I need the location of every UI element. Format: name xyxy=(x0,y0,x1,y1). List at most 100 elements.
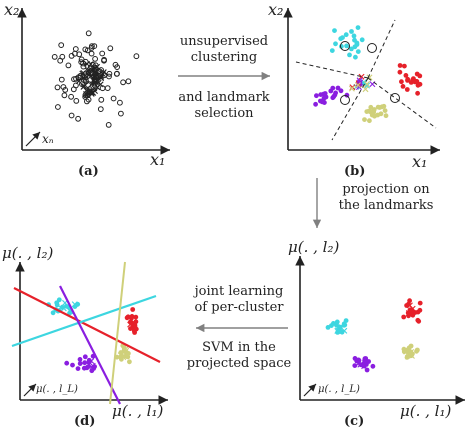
point-marker xyxy=(82,77,89,83)
cross-marker xyxy=(348,85,355,92)
cross-marker xyxy=(361,363,368,370)
point-marker xyxy=(411,76,416,81)
arrow-top-caption-upper: unsupervised clustering xyxy=(176,34,272,67)
point-marker xyxy=(417,81,423,87)
point-marker xyxy=(61,92,68,99)
panel-a-axes xyxy=(17,8,170,155)
point-marker xyxy=(130,307,136,312)
point-marker xyxy=(110,95,117,102)
cross-marker xyxy=(88,358,95,365)
cross-marker xyxy=(127,321,134,328)
point-marker xyxy=(107,45,114,52)
point-marker xyxy=(72,50,78,57)
point-marker xyxy=(88,50,95,57)
point-marker xyxy=(329,48,335,53)
point-marker xyxy=(397,63,403,68)
arrow-right-line2: the landmarks xyxy=(338,198,434,214)
panel-d-axes xyxy=(15,262,168,405)
cross-marker xyxy=(60,305,67,312)
point-marker xyxy=(78,59,85,65)
point-marker xyxy=(101,57,107,64)
cross-marker xyxy=(408,352,415,359)
point-marker xyxy=(406,345,412,351)
point-marker xyxy=(77,357,83,362)
point-marker xyxy=(58,42,65,48)
arrow-bottom-line3: SVM in the xyxy=(202,340,276,355)
point-marker xyxy=(362,117,367,122)
point-marker xyxy=(313,101,318,107)
point-marker xyxy=(402,63,407,69)
point-marker xyxy=(73,98,80,104)
point-marker xyxy=(120,79,126,86)
point-marker xyxy=(75,366,81,371)
cross-marker xyxy=(335,327,342,334)
point-marker xyxy=(105,122,112,128)
point-marker xyxy=(97,106,104,112)
panel-d-scatter xyxy=(46,297,139,374)
point-marker xyxy=(117,99,123,106)
point-marker xyxy=(314,93,319,99)
panel-c-corner-label: μ(. , l_L) xyxy=(318,384,360,395)
point-marker xyxy=(333,90,338,96)
point-marker xyxy=(401,314,407,320)
point-marker xyxy=(98,96,105,103)
landmark-marker xyxy=(340,95,350,105)
landmark-marker xyxy=(390,93,400,103)
point-marker xyxy=(372,113,377,119)
point-marker xyxy=(379,104,385,110)
point-marker xyxy=(355,49,361,54)
cross-marker xyxy=(120,354,127,361)
point-marker xyxy=(333,41,338,47)
cross-marker xyxy=(98,75,105,82)
point-marker xyxy=(59,53,66,60)
point-marker xyxy=(322,95,328,100)
point-marker xyxy=(353,54,358,60)
point-marker xyxy=(344,43,349,49)
point-marker xyxy=(112,61,119,68)
cross-marker xyxy=(71,301,78,308)
point-marker xyxy=(92,56,98,62)
arrow-bottom-caption-upper: joint learning of per-cluster xyxy=(184,284,294,317)
cross-marker xyxy=(87,61,94,68)
arrow-bottom-line1: joint learning xyxy=(194,284,284,299)
cross-marker xyxy=(75,78,82,85)
cross-marker xyxy=(356,77,363,84)
point-marker xyxy=(417,307,423,313)
point-marker xyxy=(84,98,90,105)
point-marker xyxy=(77,361,83,366)
point-marker xyxy=(56,297,62,303)
point-marker xyxy=(370,363,376,369)
point-marker xyxy=(70,362,75,368)
cross-marker xyxy=(337,323,344,330)
point-marker xyxy=(332,28,337,33)
point-marker xyxy=(65,62,72,69)
panel-b-x-label: x₁ xyxy=(412,152,428,171)
point-marker xyxy=(55,104,61,110)
cross-marker xyxy=(131,320,138,327)
cross-marker xyxy=(409,305,416,312)
panel-a-x-label: x₁ xyxy=(150,150,166,169)
cross-marker xyxy=(408,311,415,318)
point-marker xyxy=(88,45,95,51)
point-marker xyxy=(82,354,88,360)
point-marker xyxy=(364,109,370,114)
point-marker xyxy=(118,110,124,117)
point-marker xyxy=(403,73,409,78)
cross-marker xyxy=(358,73,365,80)
point-marker xyxy=(340,35,345,40)
panel-a-tag: (a) xyxy=(78,164,99,179)
point-marker xyxy=(128,326,133,331)
cross-marker xyxy=(131,321,138,328)
panel-b-scatter xyxy=(313,25,423,124)
cross-marker xyxy=(122,346,129,353)
cross-marker xyxy=(83,87,90,94)
point-marker xyxy=(54,84,61,91)
panel-d-x-label: μ(. , l₁) xyxy=(112,402,164,420)
point-marker xyxy=(85,364,91,370)
arrow-right-line1: projection on xyxy=(342,182,430,197)
cross-marker xyxy=(80,74,87,81)
point-marker xyxy=(84,47,91,54)
panel-b-axes xyxy=(283,8,440,155)
point-marker xyxy=(382,108,388,113)
point-marker xyxy=(106,73,112,80)
